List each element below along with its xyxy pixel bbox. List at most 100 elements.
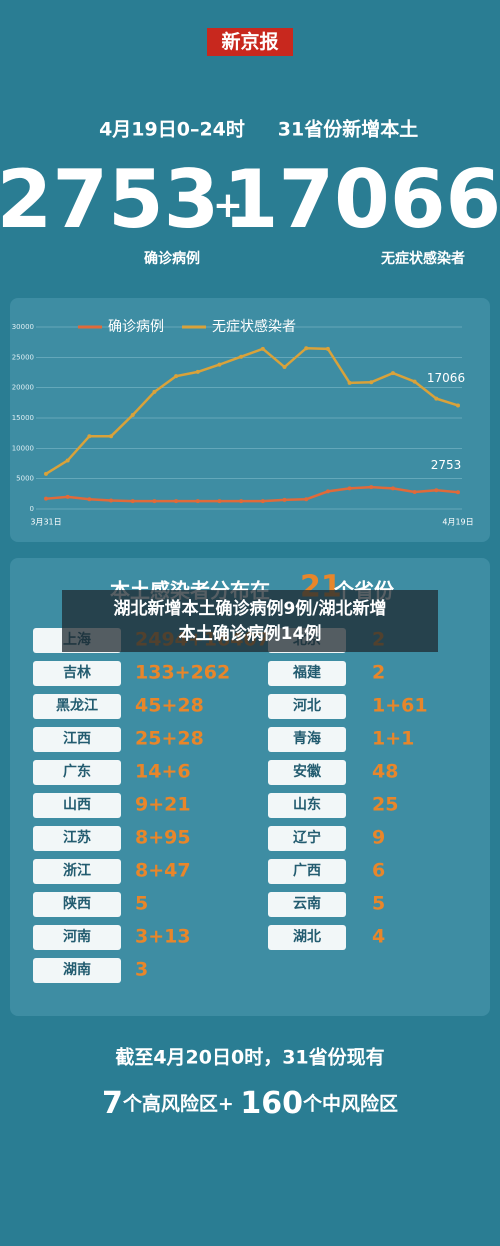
logo: 新京报 xyxy=(221,30,278,53)
point xyxy=(260,499,265,504)
point xyxy=(369,485,374,490)
point xyxy=(347,486,352,491)
province-cases: 45+28 xyxy=(135,695,204,717)
header-scope: 31省份新增本土 xyxy=(278,118,418,141)
footer-mid: 160 xyxy=(240,1086,303,1121)
series-line xyxy=(45,346,459,475)
province-name: 黑龙江 xyxy=(56,697,98,714)
province-name: 河南 xyxy=(63,928,91,945)
province-name: 浙江 xyxy=(63,862,91,879)
y-tick-label: 0 xyxy=(30,505,34,513)
y-tick-label: 25000 xyxy=(12,353,34,361)
province-name: 陕西 xyxy=(63,895,91,912)
province-cases: 1+1 xyxy=(372,728,414,750)
province-name: 江西 xyxy=(63,730,91,747)
province-name: 青海 xyxy=(293,730,321,747)
confirmed-label: 确诊病例 xyxy=(144,250,200,267)
point xyxy=(239,499,244,504)
point xyxy=(152,499,157,504)
province-cases: 4 xyxy=(372,926,385,948)
province-name: 河北 xyxy=(293,697,321,714)
province-box xyxy=(33,727,121,752)
point xyxy=(174,374,179,379)
point xyxy=(195,499,200,504)
series-line xyxy=(45,485,459,503)
footer-text: 个中风险区 xyxy=(302,1092,398,1115)
header-date: 4月19日0–24时 xyxy=(99,119,245,141)
point xyxy=(65,494,70,499)
point xyxy=(412,379,417,384)
province-name: 江苏 xyxy=(63,829,91,846)
point xyxy=(434,396,439,401)
province-name: 辽宁 xyxy=(293,829,321,846)
point xyxy=(390,371,395,376)
distribution: 本土感染者分布在 21 个省份 上海2494+16407吉林133+262黑龙江… xyxy=(33,570,428,983)
province-name: 山东 xyxy=(293,796,321,813)
province-cases: 8+47 xyxy=(135,860,191,882)
province-name: 安徽 xyxy=(293,763,322,780)
province-cases: 133+262 xyxy=(135,662,230,684)
point xyxy=(217,362,222,367)
province-box xyxy=(268,661,346,686)
province-cases: 5 xyxy=(135,893,148,915)
point xyxy=(325,346,330,351)
point xyxy=(130,412,135,417)
point xyxy=(174,499,179,504)
province-box xyxy=(268,694,346,719)
point xyxy=(109,498,114,503)
province-cases: 25 xyxy=(372,794,398,816)
legend-label: 确诊病例 xyxy=(108,319,164,335)
province-name: 福建 xyxy=(292,664,321,681)
point xyxy=(456,403,460,408)
province-box xyxy=(33,793,121,818)
point xyxy=(239,354,244,359)
overlay-text: 湖北新增本土确诊病例9例/湖北新增 xyxy=(113,598,386,619)
province-box xyxy=(33,925,121,950)
province-name: 湖北 xyxy=(293,929,321,945)
big-plus: + xyxy=(213,185,243,226)
point xyxy=(282,365,287,370)
point xyxy=(282,497,287,502)
province-cases: 2 xyxy=(372,662,385,684)
point xyxy=(65,458,70,463)
point xyxy=(195,369,200,374)
point xyxy=(87,497,92,502)
end-label: 2753 xyxy=(431,458,462,472)
point xyxy=(152,389,157,394)
province-cases: 1+61 xyxy=(372,695,428,717)
province-cases: 9+21 xyxy=(135,794,191,816)
province-cases: 3 xyxy=(135,959,148,981)
province-box xyxy=(268,859,346,884)
x-tick-label: 4月19日 xyxy=(442,518,473,527)
province-box xyxy=(33,859,121,884)
footer-line1: 截至4月20日0时，31省份现有 xyxy=(115,1046,384,1069)
province-cases: 5 xyxy=(372,893,385,915)
point xyxy=(412,490,417,495)
footer-high: 7 xyxy=(102,1086,123,1121)
x-tick-label: 3月31日 xyxy=(30,518,61,527)
province-box xyxy=(268,727,346,752)
line-chart: 0 5000 10000 15000 20000 25000 30000 3月31日 4月19日… xyxy=(12,318,474,527)
y-tick-label: 30000 xyxy=(12,323,34,331)
y-tick-label: 20000 xyxy=(12,384,34,392)
overlay: 湖北新增本土确诊病例9例/湖北新增 本土确诊病例14例 xyxy=(62,590,438,652)
province-box xyxy=(33,958,121,983)
province-name: 湖南 xyxy=(63,961,91,978)
province-name: 云南 xyxy=(293,895,321,912)
province-cases: 3+13 xyxy=(135,926,191,948)
province-box xyxy=(33,826,121,851)
point xyxy=(217,499,222,504)
province-cases: 48 xyxy=(372,761,398,783)
province-box xyxy=(33,661,121,686)
y-tick-label: 15000 xyxy=(12,414,34,422)
chart-panel xyxy=(10,298,490,542)
province-cases: 25+28 xyxy=(135,728,204,750)
logo-box xyxy=(207,28,293,56)
overlay-box xyxy=(62,590,438,652)
point xyxy=(434,488,439,493)
province-cases: 6 xyxy=(372,860,385,882)
province-name: 吉林 xyxy=(63,664,91,681)
asymptomatic-label: 无症状感染者 xyxy=(380,250,465,267)
